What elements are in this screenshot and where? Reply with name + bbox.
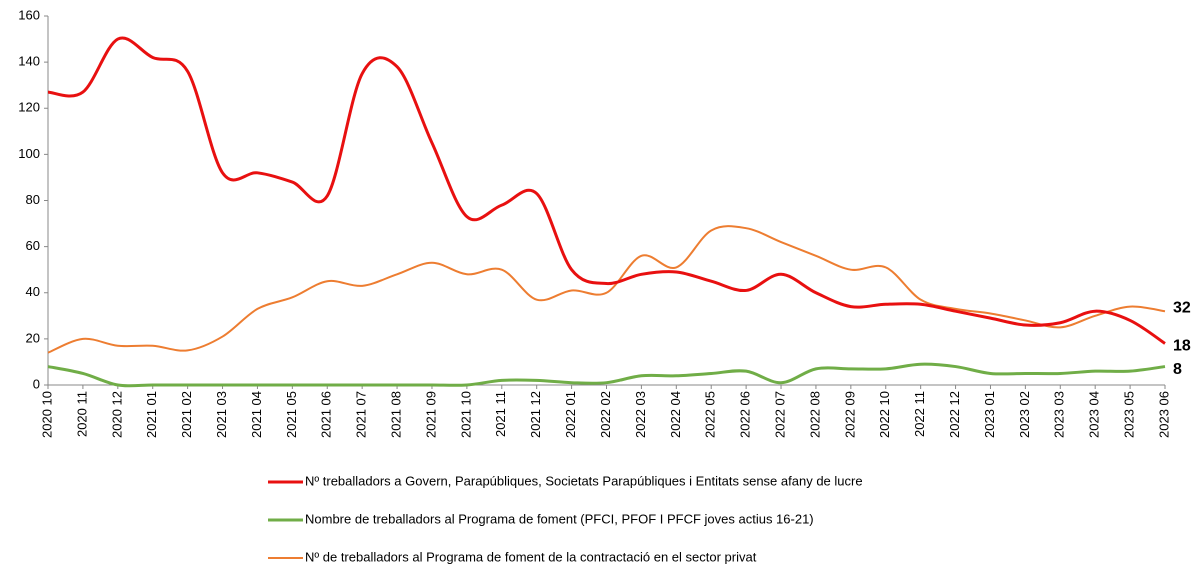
end-label: 8 [1173,361,1182,378]
y-tick-label: 100 [18,146,40,161]
y-tick-label: 140 [18,54,40,69]
y-tick-label: 20 [26,330,40,345]
x-tick-label: 2022 08 [807,391,822,438]
line [47,36,1166,345]
legend-label: Nº treballadors a Govern, Parapúbliques,… [305,473,863,488]
x-tick-label: 2021 03 [214,391,229,438]
end-label: 18 [1173,338,1191,355]
x-tick-label: 2021 06 [319,391,334,438]
x-tick-label: 2023 04 [1087,391,1102,438]
x-tick-label: 2023 01 [982,391,997,438]
x-tick-label: 2022 06 [738,391,753,438]
x-tick-label: 2021 12 [528,391,543,438]
y-tick-label: 80 [26,192,40,207]
x-tick-label: 2021 09 [423,391,438,438]
y-tick-label: 160 [18,7,40,22]
x-tick-label: 2022 04 [668,391,683,438]
x-tick-label: 2020 10 [39,391,54,438]
y-tick-label: 0 [33,376,40,391]
x-tick-label: 2021 10 [458,391,473,438]
y-tick-label: 60 [26,238,40,253]
x-tick-label: 2021 04 [249,391,264,438]
x-tick-label: 2022 01 [563,391,578,438]
x-tick-label: 2022 02 [598,391,613,438]
x-tick-label: 2021 01 [144,391,159,438]
x-tick-label: 2021 02 [179,391,194,438]
y-tick-label: 120 [18,100,40,115]
x-tick-label: 2020 12 [109,391,124,438]
x-tick-label: 2023 05 [1122,391,1137,438]
x-tick-label: 2021 11 [493,391,508,437]
x-tick-label: 2022 07 [772,391,787,438]
x-tick-label: 2022 05 [703,391,718,438]
x-tick-label: 2022 10 [877,391,892,438]
y-tick-label: 40 [26,284,40,299]
x-tick-label: 2022 11 [912,391,927,437]
x-tick-label: 2023 02 [1017,391,1032,438]
x-tick-label: 2023 06 [1156,391,1171,438]
line [47,225,1166,354]
legend-label: Nº de treballadors al Programa de foment… [305,549,757,564]
x-tick-label: 2020 11 [74,391,89,437]
x-tick-label: 2023 03 [1052,391,1067,438]
x-tick-label: 2022 09 [842,391,857,438]
line [47,362,1166,388]
x-tick-label: 2021 08 [389,391,404,438]
x-tick-label: 2021 05 [284,391,299,438]
legend-label: Nombre de treballadors al Programa de fo… [305,511,814,526]
x-tick-label: 2022 03 [633,391,648,438]
end-label: 32 [1173,299,1191,316]
x-tick-label: 2021 07 [354,391,369,438]
x-tick-label: 2022 12 [947,391,962,438]
